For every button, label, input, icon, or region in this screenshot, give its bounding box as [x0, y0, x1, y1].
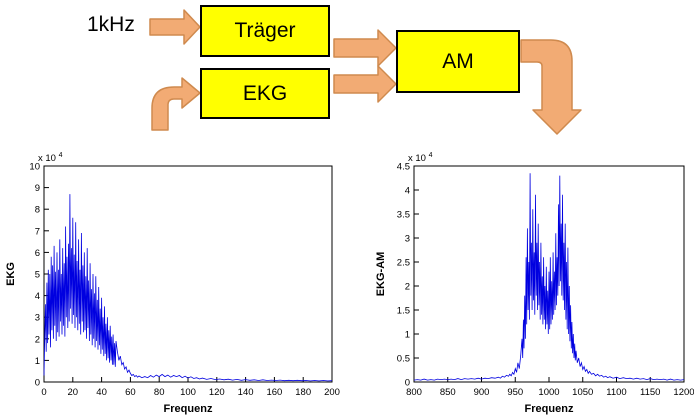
- axis-exponent-label: x 10 4: [408, 152, 433, 164]
- y-tick-label: 4: [35, 291, 40, 302]
- arrow-am-output: [520, 39, 582, 135]
- y-tick-label: 2.5: [397, 258, 410, 269]
- x-tick-label: 180: [295, 387, 311, 398]
- y-tick-label: 4.5: [397, 162, 410, 173]
- x-tick-label: 20: [68, 387, 79, 398]
- y-tick-label: 2: [35, 334, 40, 345]
- block-traeger: Träger: [200, 5, 330, 57]
- ekg-am-spectrum-chart: 800 850 900 950 1000 1050 1100 1150 1200 0 0.5 1 1.5…: [372, 148, 694, 418]
- y-tick-label: 0: [35, 378, 40, 389]
- y-axis-label: EKG-AM: [375, 252, 387, 297]
- x-tick-label: 200: [324, 387, 340, 398]
- x-tick-label: 1050: [572, 387, 593, 398]
- x-tick-label: 40: [96, 387, 107, 398]
- x-tick-label: 1200: [673, 387, 694, 398]
- x-tick-label: 800: [406, 387, 422, 398]
- y-tick-label: 2: [405, 282, 410, 293]
- x-tick-label: 1000: [538, 387, 559, 398]
- ekg-spectrum-chart: 0 20 40 60 80 100 120 140 160 180 200 0 1 2 3 4 5 6 7 8 9 10 F…: [2, 148, 342, 418]
- axis-exponent-label: x 10 4: [38, 152, 63, 164]
- x-tick-label: 80: [154, 387, 165, 398]
- x-tick-label: 850: [440, 387, 456, 398]
- y-tick-label: 1: [35, 356, 40, 367]
- input-frequency-label: 1kHz: [87, 13, 135, 36]
- block-ekg-label: EKG: [242, 81, 288, 105]
- y-tick-label: 0.5: [397, 354, 410, 365]
- y-tick-label: 10: [29, 162, 40, 173]
- x-tick-label: 0: [41, 387, 46, 398]
- arrow-ekg-to-am: [333, 65, 397, 103]
- x-axis-label: Frequenz: [525, 403, 574, 415]
- y-tick-label: 3: [35, 313, 40, 324]
- y-tick-label: 0: [405, 378, 410, 389]
- spectrum-line: [43, 194, 333, 382]
- x-tick-label: 950: [507, 387, 523, 398]
- x-tick-label: 60: [125, 387, 136, 398]
- y-tick-label: 6: [35, 248, 40, 259]
- x-tick-label: 900: [474, 387, 490, 398]
- block-traeger-label: Träger: [234, 19, 296, 42]
- y-tick-label: 1.5: [397, 306, 410, 317]
- y-tick-label: 3: [405, 234, 410, 245]
- plot-area: [43, 165, 333, 383]
- y-tick-label: 9: [35, 183, 40, 194]
- x-tick-label: 100: [180, 387, 196, 398]
- x-tick-label: 160: [266, 387, 282, 398]
- y-tick-label: 5: [35, 270, 40, 281]
- block-ekg: EKG: [200, 68, 330, 119]
- x-tick-label: 1150: [640, 387, 660, 398]
- arrow-traeger-to-am: [333, 29, 397, 67]
- block-am-label: AM: [442, 49, 474, 73]
- arrow-curved-into-ekg: [151, 77, 201, 131]
- y-axis-label: EKG: [5, 262, 17, 286]
- y-tick-label: 4: [405, 186, 410, 197]
- y-tick-label: 1: [405, 330, 410, 341]
- x-tick-label: 120: [209, 387, 225, 398]
- y-tick-label: 3.5: [397, 210, 410, 221]
- block-diagram: [149, 9, 582, 135]
- y-tick-label: 8: [35, 205, 40, 216]
- x-tick-label: 140: [238, 387, 254, 398]
- x-tick-label: 1100: [606, 387, 626, 398]
- y-tick-label: 7: [35, 226, 40, 237]
- block-am: AM: [396, 30, 520, 93]
- arrow-1khz-to-traeger: [149, 9, 201, 45]
- x-axis-label: Frequenz: [164, 403, 213, 415]
